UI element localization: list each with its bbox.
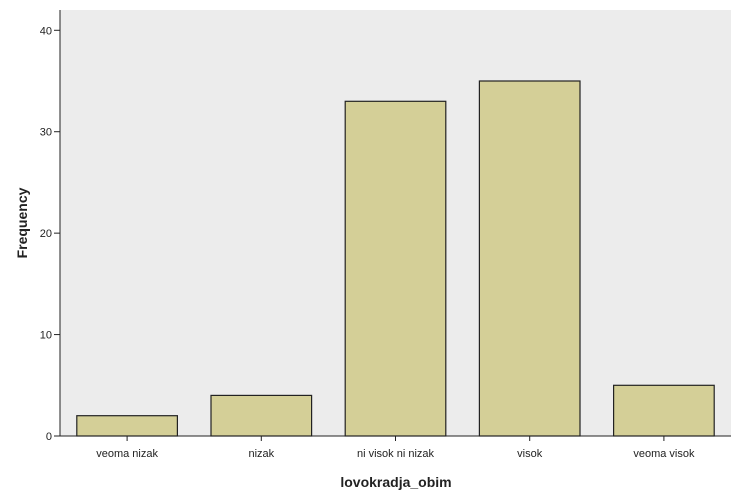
- x-tick-label: veoma nizak: [96, 448, 158, 460]
- bar-veoma-nizak: [76, 415, 179, 437]
- bars-group: [76, 80, 715, 437]
- y-tick-label: 20: [40, 228, 52, 240]
- bar-visok: [478, 80, 581, 437]
- x-axis-title: lovokradja_obim: [340, 474, 451, 490]
- y-tick-label: 30: [40, 127, 52, 139]
- bar-veoma-visok: [612, 384, 715, 437]
- x-tick-label: nizak: [248, 448, 274, 460]
- y-axis-title: Frequency: [14, 187, 30, 258]
- y-tick-label: 40: [40, 25, 52, 37]
- x-tick-label: ni visok ni nizak: [357, 448, 435, 460]
- y-tick-label: 0: [46, 431, 52, 443]
- x-tick-label: visok: [517, 448, 543, 460]
- x-tick-label: veoma visok: [633, 448, 695, 460]
- y-ticks-group: 0 10 20 30 40: [40, 25, 60, 443]
- bar-ni-visok-ni-nizak: [344, 100, 447, 437]
- x-ticks-group: veoma nizak nizak ni visok ni nizak visok ve…: [96, 436, 695, 460]
- bar-nizak: [210, 394, 313, 437]
- y-tick-label: 10: [40, 330, 52, 342]
